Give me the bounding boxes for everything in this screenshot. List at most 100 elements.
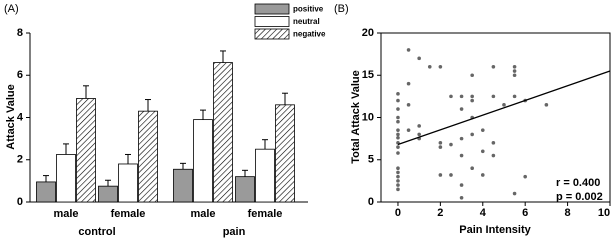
x-axis-label: Pain Intensity — [459, 224, 531, 236]
point — [396, 183, 400, 187]
point — [417, 132, 421, 137]
point — [491, 65, 496, 69]
point — [396, 92, 400, 96]
point — [406, 103, 411, 107]
point — [396, 115, 400, 120]
y-tick-label: 4 — [17, 111, 24, 123]
point — [438, 173, 443, 177]
point — [491, 141, 496, 145]
point — [459, 136, 464, 141]
point — [417, 56, 421, 61]
point — [449, 142, 453, 147]
y-tick-label: 0 — [368, 196, 374, 208]
trend-line — [397, 70, 611, 146]
point — [406, 128, 411, 132]
y-tick-label: 2 — [17, 154, 23, 166]
annotation: r = 0.400 — [556, 177, 600, 189]
point — [438, 65, 443, 69]
point — [480, 128, 485, 132]
point — [396, 107, 400, 111]
point — [459, 94, 464, 99]
x-tick-label: 10 — [598, 207, 610, 219]
legend-swatch — [254, 16, 290, 27]
point — [512, 94, 517, 99]
point — [512, 73, 517, 78]
panel-label: (A) — [4, 3, 19, 15]
point — [470, 166, 474, 170]
point — [406, 81, 411, 86]
point — [396, 145, 400, 149]
bar — [173, 168, 193, 203]
point — [470, 94, 474, 99]
point — [396, 187, 400, 192]
group-label: control — [78, 226, 115, 238]
point — [396, 98, 400, 103]
point — [470, 132, 474, 137]
x-tick-label: male — [53, 208, 78, 220]
x-tick-label: 6 — [522, 207, 528, 219]
point — [396, 132, 400, 137]
point — [512, 191, 517, 196]
point — [396, 119, 400, 124]
bar — [76, 98, 96, 203]
bar — [118, 163, 138, 203]
point — [449, 94, 453, 99]
y-axis-label: Attack Value — [5, 84, 17, 149]
point — [396, 135, 400, 140]
bar — [36, 181, 56, 203]
annotation: p = 0.002 — [556, 191, 603, 203]
x-tick-label: 2 — [437, 207, 443, 219]
y-tick-label: 0 — [17, 196, 23, 208]
panel-label: (B) — [334, 3, 349, 15]
point — [480, 173, 485, 177]
x-tick-label: male — [190, 208, 215, 220]
point — [502, 103, 506, 107]
point — [459, 153, 464, 158]
bar — [275, 104, 295, 203]
y-tick-label: 15 — [362, 69, 374, 81]
point — [480, 149, 485, 154]
point — [459, 195, 464, 200]
point — [512, 65, 517, 69]
point — [396, 170, 400, 175]
legend-label: neutral — [293, 17, 320, 26]
point — [512, 69, 517, 73]
point — [396, 128, 400, 132]
point — [406, 48, 411, 52]
bar — [193, 119, 213, 203]
point — [491, 153, 496, 158]
point — [470, 73, 474, 78]
bar — [56, 154, 76, 203]
point — [470, 98, 474, 103]
legend-swatch — [254, 28, 290, 40]
point — [491, 94, 496, 99]
bar — [138, 110, 158, 203]
legend-swatch — [254, 3, 290, 15]
point — [396, 151, 400, 155]
x-tick-label: 4 — [480, 207, 487, 219]
x-tick-label: 8 — [565, 207, 571, 219]
legend-label: negative — [293, 30, 326, 39]
point — [459, 183, 464, 187]
point — [396, 179, 400, 183]
y-tick-label: 8 — [17, 27, 23, 39]
y-axis-label: Total Attack Value — [350, 70, 362, 164]
y-tick-label: 5 — [368, 154, 374, 166]
point — [449, 173, 453, 177]
x-tick-label: 0 — [395, 207, 401, 219]
y-tick-label: 10 — [362, 111, 374, 123]
point — [523, 174, 527, 179]
group-label: pain — [223, 226, 246, 238]
legend-label: positive — [293, 5, 324, 14]
bar — [98, 185, 118, 203]
point — [438, 141, 443, 145]
x-tick-label: female — [248, 208, 283, 220]
point — [417, 124, 421, 128]
x-tick-label: female — [111, 208, 146, 220]
point — [396, 166, 400, 170]
bar — [255, 148, 275, 203]
y-tick-label: 20 — [362, 27, 374, 39]
point — [438, 145, 443, 149]
point — [459, 107, 464, 111]
